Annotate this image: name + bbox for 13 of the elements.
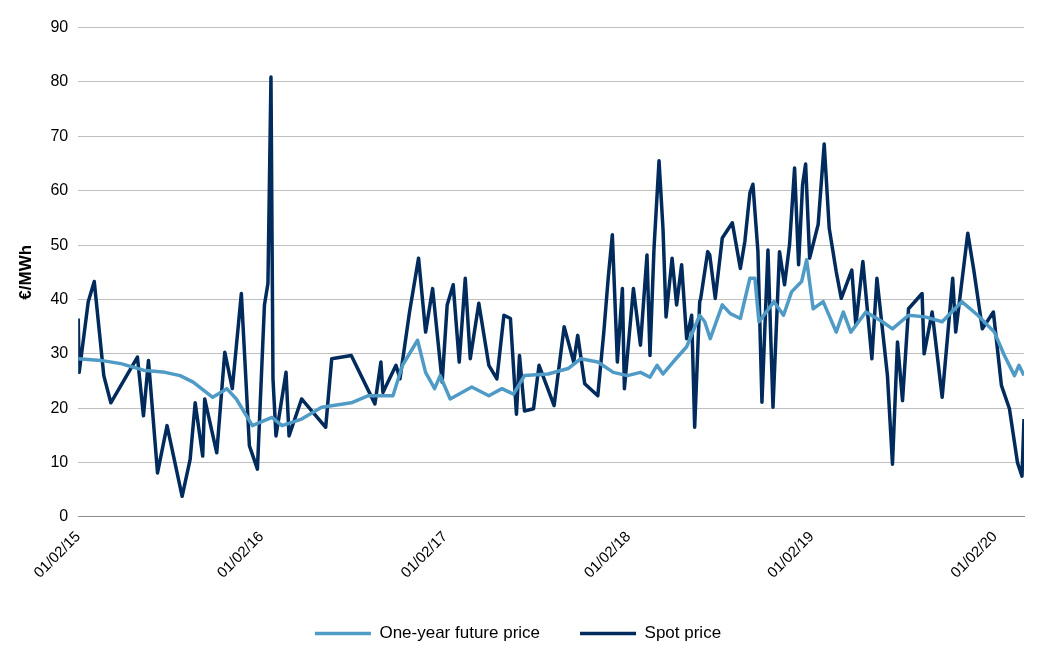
legend-label: One-year future price [379,623,541,643]
y-tick-label: 50 [50,235,69,253]
y-tick-label: 40 [50,289,69,307]
y-tick-label: 80 [50,72,69,90]
y-tick-label: 30 [50,344,69,362]
y-tick-label: 10 [50,453,69,471]
legend-label: Spot price [644,623,722,643]
y-axis-title: €/MWh [15,244,35,300]
y-tick-label: 20 [50,398,69,416]
y-tick-label: 90 [50,18,69,36]
y-tick-label: 70 [50,126,69,144]
y-tick-label: 60 [50,181,69,199]
y-tick-label: 0 [59,507,69,525]
